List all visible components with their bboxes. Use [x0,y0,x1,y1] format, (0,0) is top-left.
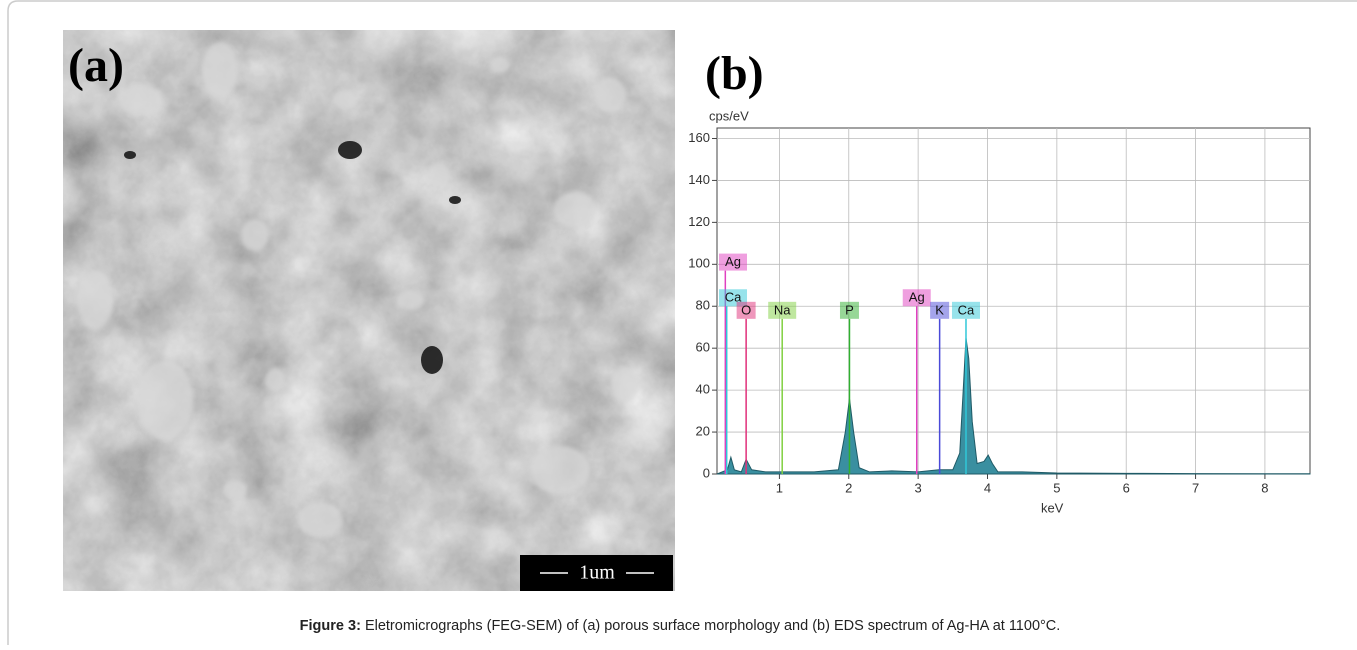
y-tick-label: 100 [688,256,710,271]
caption-text: Eletromicrographs (FEG-SEM) of (a) porou… [365,618,1060,634]
element-label: Ca [958,302,975,317]
sem-image: (a) 1um [63,30,675,591]
scale-bar-label: 1um [579,562,615,584]
element-label: P [845,302,854,317]
panel-label: (a) [68,39,124,92]
caption: Figure 3: Eletromicrographs (FEG-SEM) of… [300,618,1061,634]
x-tick-label: 1 [776,480,783,495]
eds-chart: 0 20 40 60 80 100 120 140 160 1 2 3 4 5 6 7 8 cps/eV keV Ag… [688,108,1310,515]
y-tick-label: 160 [688,130,710,145]
y-tick-label: 40 [696,382,710,397]
element-label: O [741,302,751,317]
figure: (a) 1um (b) 0 20 40 60 80 100 120 140 160 1 2 3 4 5 6 7… [0,0,1357,645]
x-tick-label: 6 [1123,480,1130,495]
x-tick-label: 7 [1192,480,1199,495]
panel-label: (b) [705,47,764,100]
y-tick-label: 20 [696,423,710,438]
x-tick-label: 3 [915,480,922,495]
page: {"figure": {"panel_a_label": "(a)", "sca… [0,0,1357,645]
y-tick-label: 80 [696,298,710,313]
x-axis-label: keV [1041,500,1064,515]
y-tick-label: 60 [696,340,710,355]
x-tick-label: 2 [845,480,852,495]
plot-area [717,128,1310,474]
element-label: K [935,302,944,317]
element-label: Na [774,302,791,317]
x-tick-label: 4 [984,480,991,495]
y-tick-label: 140 [688,172,710,187]
element-label: Ag [725,254,741,269]
element-label: Ag [909,290,925,305]
y-axis-label: cps/eV [709,108,749,123]
x-tick-label: 8 [1261,480,1268,495]
caption-label: Figure 3: [300,618,361,634]
y-tick-label: 120 [688,214,710,229]
y-tick-label: 0 [703,465,710,480]
x-tick-label: 5 [1053,480,1060,495]
